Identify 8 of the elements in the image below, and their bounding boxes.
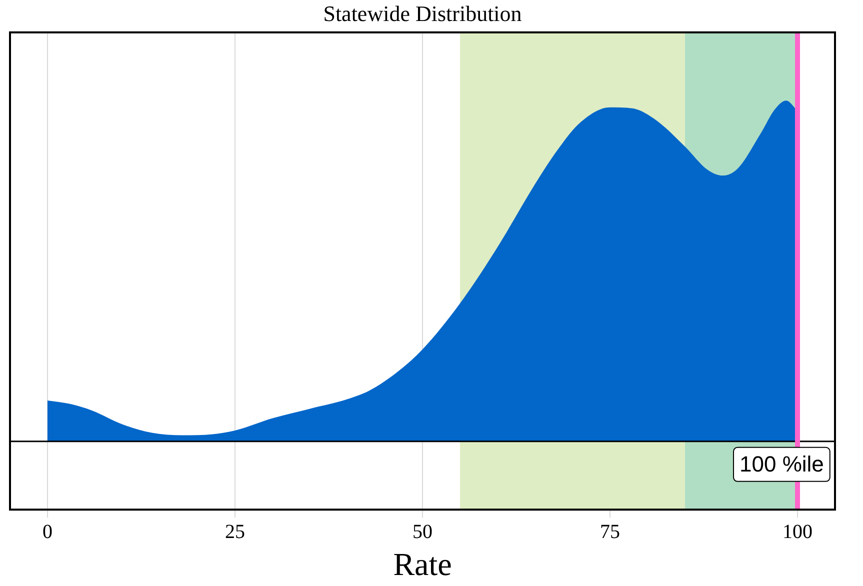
x-tick-label: 25 — [225, 520, 245, 543]
x-tick-label: 100 — [782, 520, 812, 543]
x-tick-label: 50 — [412, 520, 432, 543]
x-axis-title: Rate — [393, 546, 452, 582]
x-tick-label: 75 — [600, 520, 620, 543]
x-tick-label: 0 — [42, 520, 52, 543]
ref-line-label: 100 %ile — [740, 451, 824, 476]
chart-title: Statewide Distribution — [323, 0, 522, 26]
